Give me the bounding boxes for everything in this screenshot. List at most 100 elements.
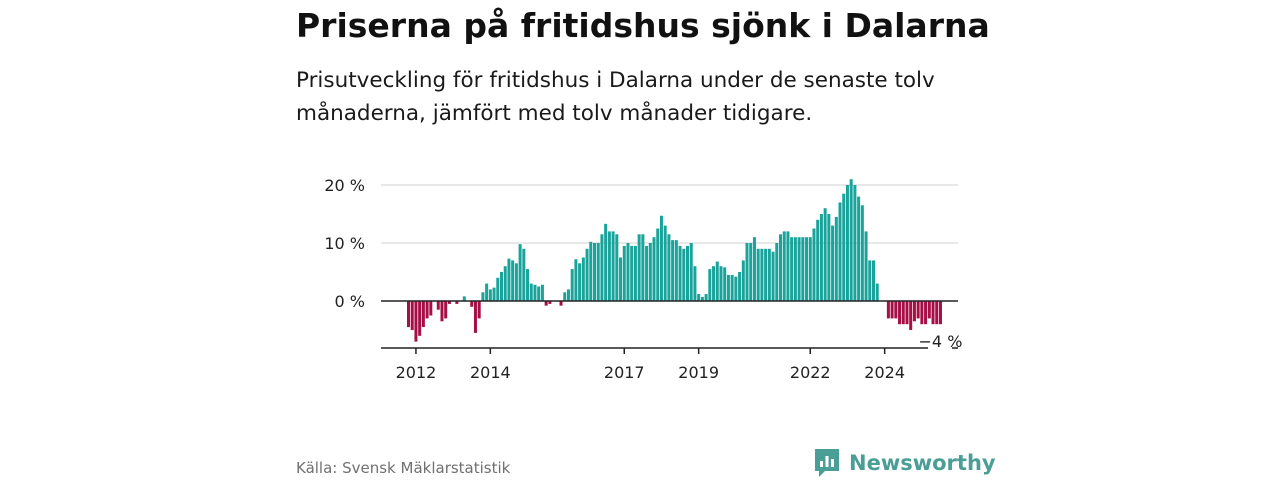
bar xyxy=(935,301,939,325)
bar xyxy=(898,301,902,325)
bar xyxy=(540,284,544,301)
x-tick-label: 2014 xyxy=(470,363,511,382)
bar xyxy=(805,237,809,301)
bar xyxy=(808,237,812,301)
bar xyxy=(905,301,909,325)
bar xyxy=(503,266,507,301)
bar xyxy=(738,272,742,301)
bar xyxy=(853,185,857,301)
bar xyxy=(544,301,548,306)
x-tick-label: 2022 xyxy=(790,363,831,382)
bar xyxy=(715,261,719,301)
bar xyxy=(526,269,530,301)
chart-subtitle: Prisutveckling för fritidshus i Dalarna … xyxy=(296,68,935,126)
bar xyxy=(593,243,596,301)
bar xyxy=(857,196,861,301)
source-note: Källa: Svensk Mäklarstatistik xyxy=(296,459,511,477)
bar xyxy=(812,228,816,301)
bar xyxy=(440,301,444,322)
bar xyxy=(931,301,935,325)
bar xyxy=(752,237,756,301)
bar xyxy=(485,283,489,301)
bar xyxy=(659,215,663,301)
bar xyxy=(838,202,842,301)
x-tick-label: 2012 xyxy=(396,363,437,382)
bar xyxy=(924,301,928,325)
bar xyxy=(514,263,518,301)
bar xyxy=(730,274,734,301)
bar xyxy=(700,296,704,301)
x-tick-label: 2024 xyxy=(864,363,905,382)
bar xyxy=(760,248,764,301)
bar xyxy=(600,234,604,301)
bar xyxy=(793,237,797,301)
bar xyxy=(708,269,712,301)
y-tick-label: 10 % xyxy=(324,234,365,253)
bar xyxy=(429,301,433,316)
bar xyxy=(473,301,477,333)
bar xyxy=(745,243,749,301)
brand-logo: Newsworthy xyxy=(813,446,996,480)
bar xyxy=(637,234,641,301)
bar xyxy=(916,301,920,319)
bar xyxy=(574,259,578,301)
bar xyxy=(868,260,872,301)
labels: 0 % 10 % 20 % 2012 2014 2017 2019 2022 2024 −4 % xyxy=(324,176,962,382)
bar xyxy=(500,272,503,301)
bar xyxy=(682,248,686,301)
bar xyxy=(674,240,678,301)
bar xyxy=(488,289,492,301)
bar xyxy=(436,301,440,310)
bar xyxy=(622,245,626,301)
bar xyxy=(678,245,682,301)
bar xyxy=(894,301,898,319)
bar xyxy=(719,266,723,301)
bar xyxy=(827,214,831,301)
bar xyxy=(447,301,451,304)
bar xyxy=(656,228,660,301)
bar xyxy=(418,301,422,336)
bar xyxy=(663,225,667,301)
bar xyxy=(578,263,582,301)
bar xyxy=(425,301,429,319)
y-tick-label: 0 % xyxy=(335,292,365,311)
bar xyxy=(842,193,846,301)
bar xyxy=(712,266,716,301)
bar-chart: 0 % 10 % 20 % 2012 2014 2017 2019 2022 2024 −4 % xyxy=(324,176,962,382)
bar xyxy=(604,223,608,301)
bar xyxy=(801,237,805,301)
x-tick-label: 2017 xyxy=(604,363,645,382)
bar xyxy=(764,248,768,301)
bar xyxy=(849,179,853,301)
y-tick-label: 20 % xyxy=(324,176,365,195)
bar xyxy=(790,237,794,301)
bar xyxy=(782,231,786,301)
bar xyxy=(407,301,410,328)
bar xyxy=(477,301,481,319)
bar xyxy=(496,277,500,301)
bar xyxy=(872,260,875,301)
bar xyxy=(704,294,708,301)
bar xyxy=(507,258,511,301)
newsworthy-logo-icon xyxy=(815,449,839,477)
bar xyxy=(890,301,894,319)
bar xyxy=(410,301,414,330)
bar xyxy=(563,292,567,301)
bar xyxy=(529,283,533,301)
bar xyxy=(548,301,552,304)
bar xyxy=(823,208,827,301)
bar xyxy=(756,248,760,301)
bar xyxy=(726,274,730,301)
bar xyxy=(938,301,942,325)
bar xyxy=(767,248,771,301)
bar xyxy=(831,225,835,301)
bar xyxy=(686,245,689,301)
bar xyxy=(615,234,619,301)
bar xyxy=(559,301,563,306)
bar xyxy=(819,214,823,301)
bar xyxy=(797,237,801,301)
bar xyxy=(511,260,515,301)
bar xyxy=(667,234,671,301)
bar xyxy=(652,237,656,301)
bar xyxy=(834,216,838,301)
